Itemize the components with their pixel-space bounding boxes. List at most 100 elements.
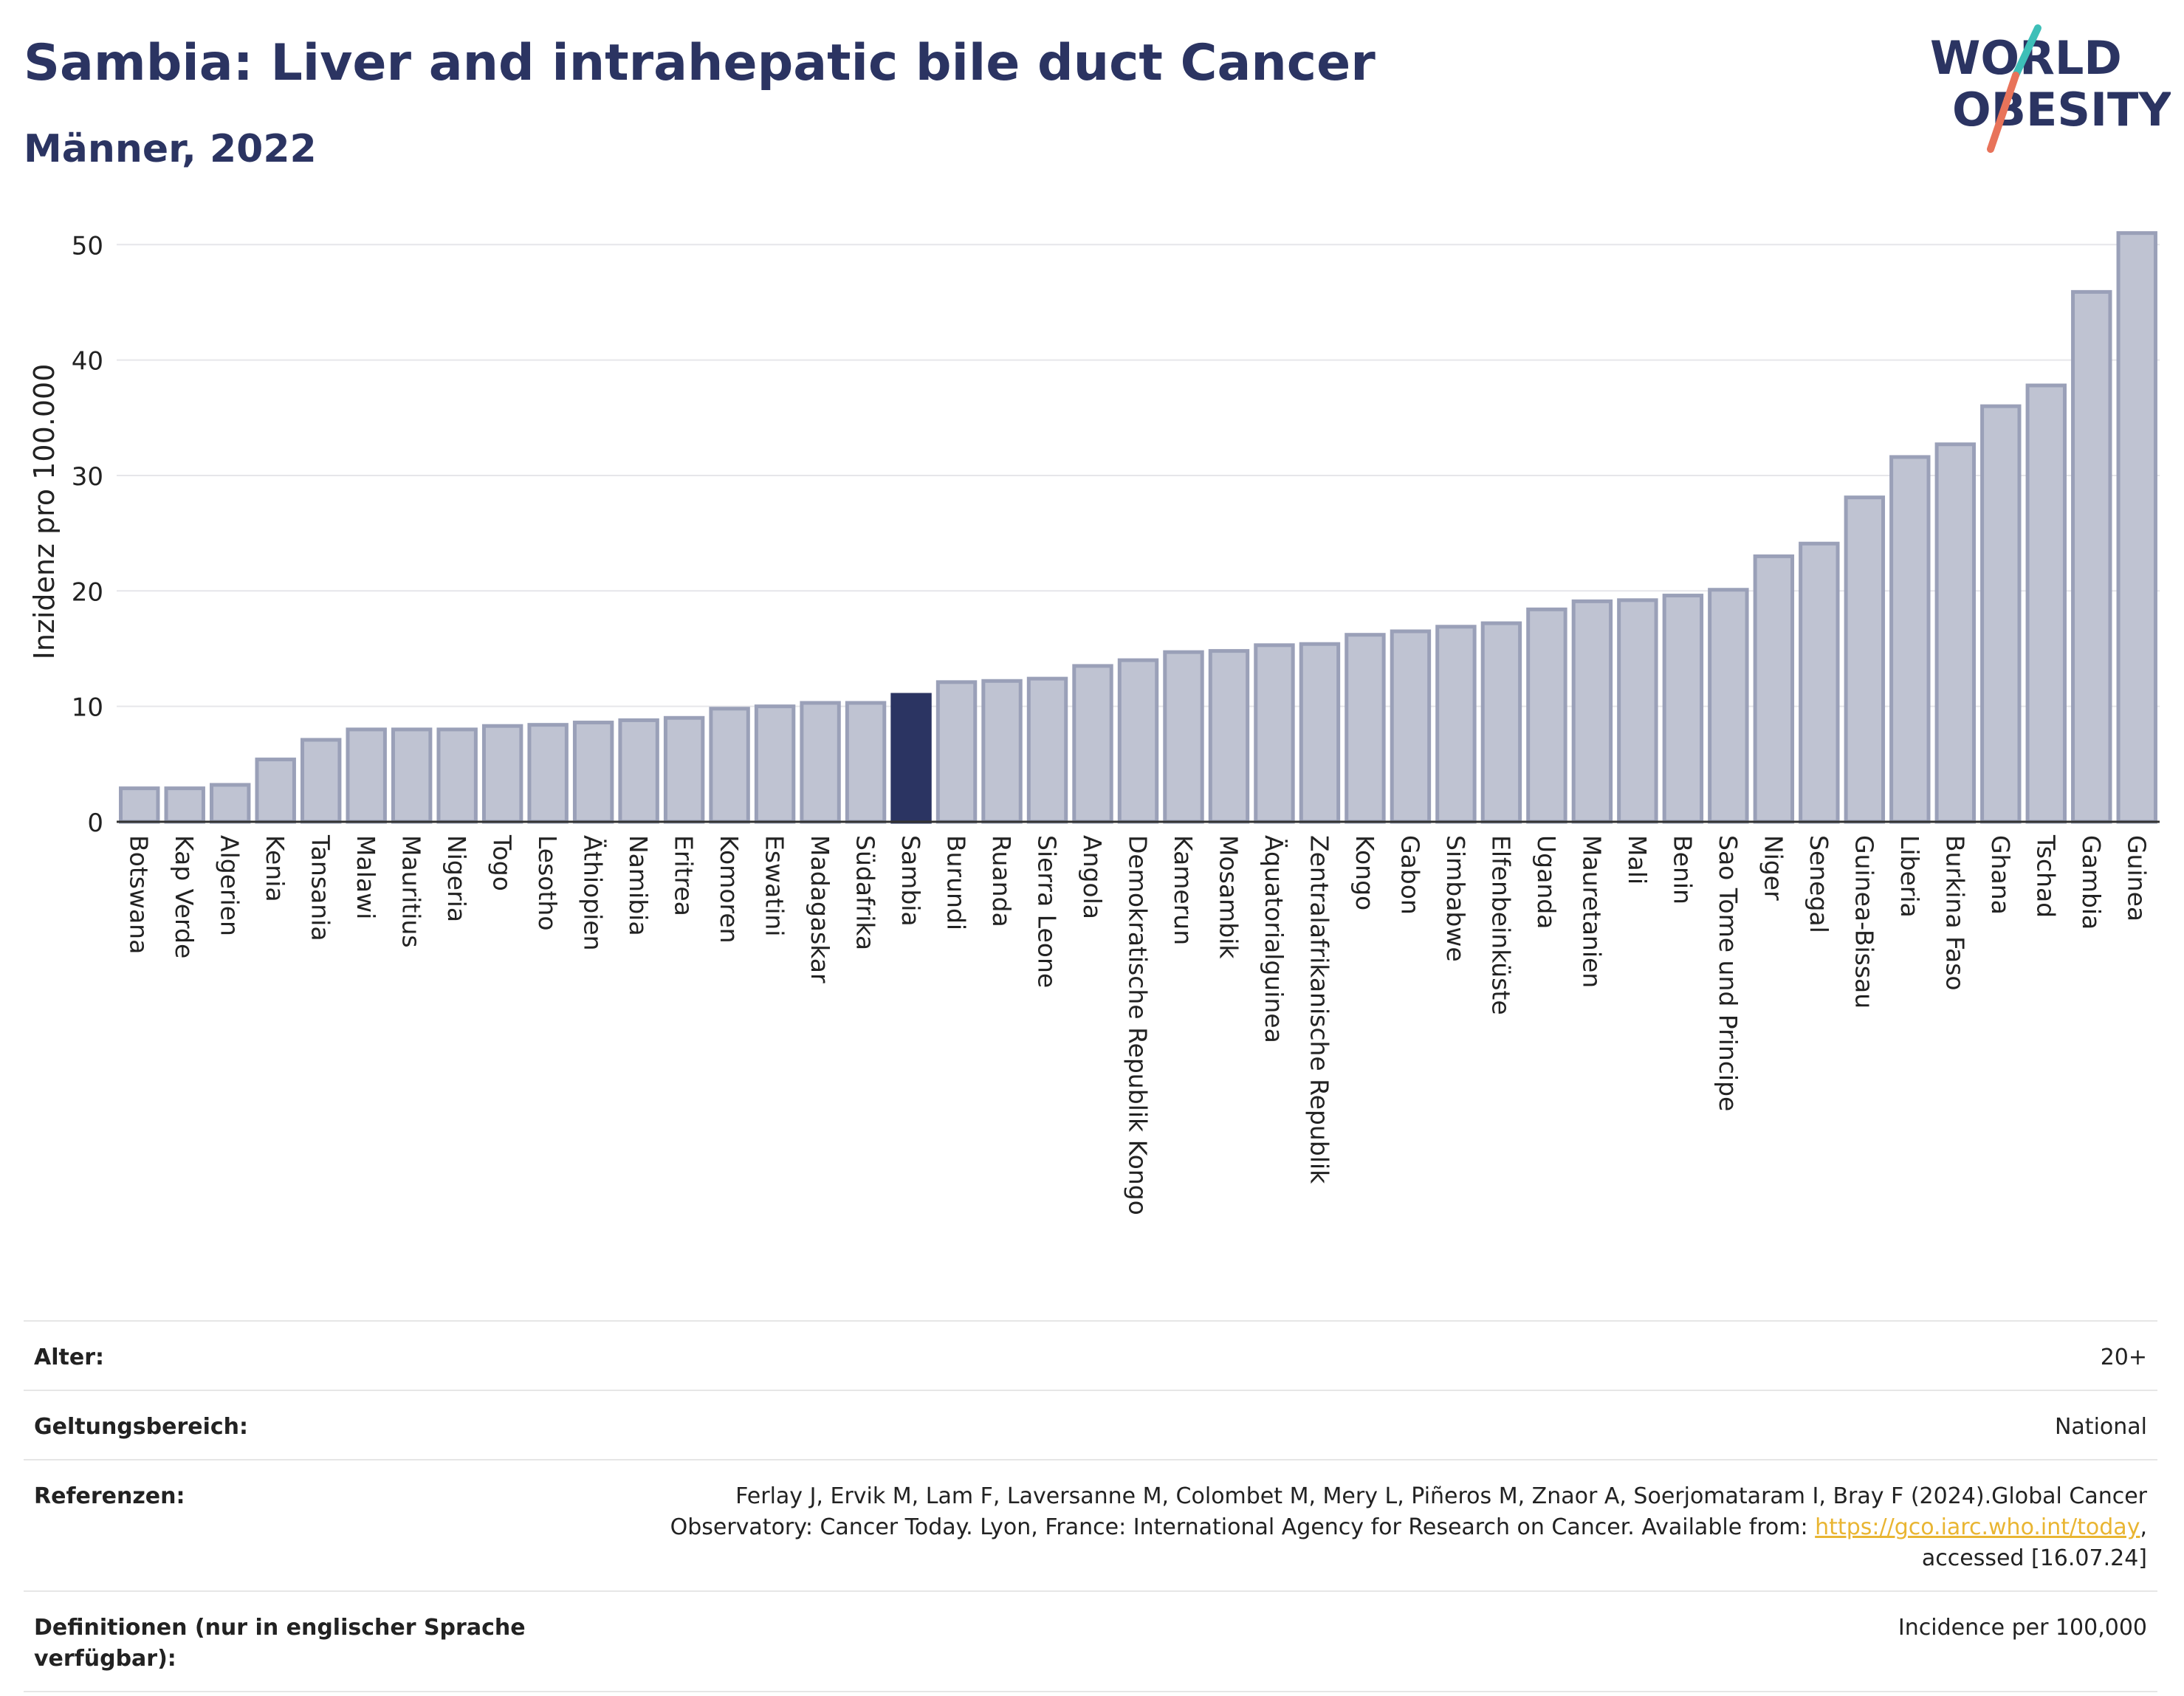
x-tick-label: Algerien <box>216 835 244 936</box>
x-tick-label: Mauretanien <box>1577 835 1606 988</box>
bar-togo <box>481 724 523 824</box>
logo-line2: OBESITY <box>1952 83 2171 137</box>
bar-guinea <box>2116 231 2157 824</box>
x-tick-label: Burundi <box>942 835 971 930</box>
bar-malawi <box>346 727 387 824</box>
bar-ruanda <box>981 679 1023 824</box>
bar-burundi <box>935 680 978 824</box>
references-label: Referenzen: <box>34 1483 185 1509</box>
bar-madagaskar <box>800 701 841 824</box>
bar-botswana <box>119 786 160 824</box>
x-tick-label: Mali <box>1623 835 1652 885</box>
bar-algerien <box>210 783 251 824</box>
x-tick-label: Demokratische Republik Kongo <box>1124 835 1153 1215</box>
info-row-age: Alter: 20+ <box>24 1320 2157 1390</box>
references-line2-tail: , <box>2140 1514 2147 1540</box>
world-obesity-logo: WORLD OBESITY <box>1930 24 2171 153</box>
bar-chart: 0 10 20 30 40 50 Botswana Kap Verde Algerien Keni… <box>28 231 2160 1215</box>
bar-angola <box>1072 664 1113 824</box>
bar-ghana <box>1980 404 2022 824</box>
page-title: Sambia: Liver and intrahepatic bile duct… <box>24 34 1376 92</box>
bar-sao-tome-und-principe <box>1708 588 1749 824</box>
definitions-value: Incidence per 100,000 <box>1898 1615 2147 1641</box>
x-tick-label: Mauritius <box>397 835 426 948</box>
x-tick-label: Mosambik <box>1214 835 1243 959</box>
y-tick-label: 10 <box>72 693 103 723</box>
bar-zentralafrikanische-republik <box>1299 642 1341 824</box>
x-tick-label: Kamerun <box>1169 835 1198 945</box>
x-tick-label: Ruanda <box>987 835 1016 927</box>
x-tick-label: Guinea <box>2122 835 2151 921</box>
bar-äthiopien <box>572 721 614 824</box>
x-tick-label: Südafrika <box>851 835 880 950</box>
bar-südafrika <box>845 701 887 824</box>
x-tick-label: Äthiopien <box>579 835 608 951</box>
bar-eritrea <box>663 715 705 824</box>
bar-sierra-leone <box>1026 676 1068 824</box>
x-tick-label: Liberia <box>1895 835 1924 918</box>
bar-kongo <box>1345 633 1386 824</box>
bar-liberia <box>1889 455 1931 824</box>
x-tick-label: Simbabwe <box>1441 835 1470 962</box>
bar-guinea-bissau <box>1844 495 1886 824</box>
bar-nigeria <box>436 727 478 824</box>
x-tick-label: Komoren <box>715 835 744 944</box>
y-tick-label: 20 <box>72 577 103 607</box>
y-axis-label: Inzidenz pro 100.000 <box>28 364 61 660</box>
bar-burkina-faso <box>1934 442 1977 824</box>
bar-sambia <box>890 693 932 824</box>
x-tick-label: Togo <box>488 834 517 891</box>
bar-tansania <box>300 738 342 824</box>
bar-gambia <box>2071 289 2112 824</box>
info-row-definitions: Definitionen (nur in englischer Sprache … <box>24 1590 2157 1692</box>
age-label: Alter: <box>34 1345 104 1370</box>
references-line1: Ferlay J, Ervik M, Lam F, Laversanne M, … <box>735 1483 2147 1509</box>
x-tick-label: Äquatorialguinea <box>1260 835 1288 1043</box>
x-tick-label: Guinea-Bissau <box>1850 835 1878 1009</box>
x-tick-label: Tansania <box>306 834 335 941</box>
x-tick-label: Nigeria <box>442 835 471 922</box>
x-tick-label: Sao Tome und Principe <box>1714 835 1742 1111</box>
x-tick-label: Botswana <box>125 835 154 954</box>
y-tick-label: 40 <box>72 347 103 377</box>
bar-kenia <box>255 758 296 824</box>
references-link[interactable]: https://gco.iarc.who.int/today <box>1815 1514 2140 1540</box>
x-tick-label: Eritrea <box>670 835 698 916</box>
bar-elfenbeinküste <box>1480 621 1522 824</box>
info-table: Alter: 20+ Geltungsbereich: National Ref… <box>24 1320 2157 1692</box>
bar-mosambik <box>1208 649 1250 824</box>
bar-demokratische-republik-kongo <box>1117 658 1159 824</box>
bar-gabon <box>1390 629 1432 824</box>
bar-eswatini <box>754 704 796 824</box>
bar-senegal <box>1799 541 1840 824</box>
x-tick-label: Eswatini <box>760 835 789 936</box>
bar-kap-verde <box>164 786 205 824</box>
bar-tschad <box>2025 383 2067 824</box>
bar-uganda <box>1526 607 1567 824</box>
age-value: 20+ <box>2100 1345 2147 1370</box>
x-tick-label: Angola <box>1078 835 1107 919</box>
definitions-label: Definitionen (nur in englischer Sprache … <box>34 1615 526 1672</box>
bar-namibia <box>618 718 659 824</box>
y-tick-label: 0 <box>87 808 103 838</box>
x-tick-label: Sambia <box>896 835 925 927</box>
bar-benin <box>1662 594 1704 824</box>
x-tick-label: Sierra Leone <box>1033 835 1062 988</box>
x-tick-label: Namibia <box>624 835 653 936</box>
x-tick-label: Zentralafrikanische Republik <box>1305 835 1333 1184</box>
references-line2: Observatory: Cancer Today. Lyon, France:… <box>566 1512 2147 1543</box>
bar-mauretanien <box>1571 599 1613 824</box>
x-tick-label: Elfenbeinküste <box>1486 835 1515 1015</box>
x-tick-label: Gabon <box>1395 835 1424 915</box>
x-tick-label: Benin <box>1668 835 1697 904</box>
info-row-scope: Geltungsbereich: National <box>24 1390 2157 1459</box>
bar-mauritius <box>391 727 433 824</box>
x-tick-label: Gambia <box>2077 835 2106 930</box>
logo-slash-top <box>2012 24 2042 79</box>
bar-niger <box>1753 554 1795 824</box>
x-tick-label: Tschad <box>2031 834 2060 918</box>
info-row-references: Referenzen: Ferlay J, Ervik M, Lam F, La… <box>24 1459 2157 1590</box>
page-subtitle: Männer, 2022 <box>24 127 317 171</box>
x-tick-label: Kenia <box>261 835 289 902</box>
x-tick-label: Malawi <box>351 835 380 919</box>
